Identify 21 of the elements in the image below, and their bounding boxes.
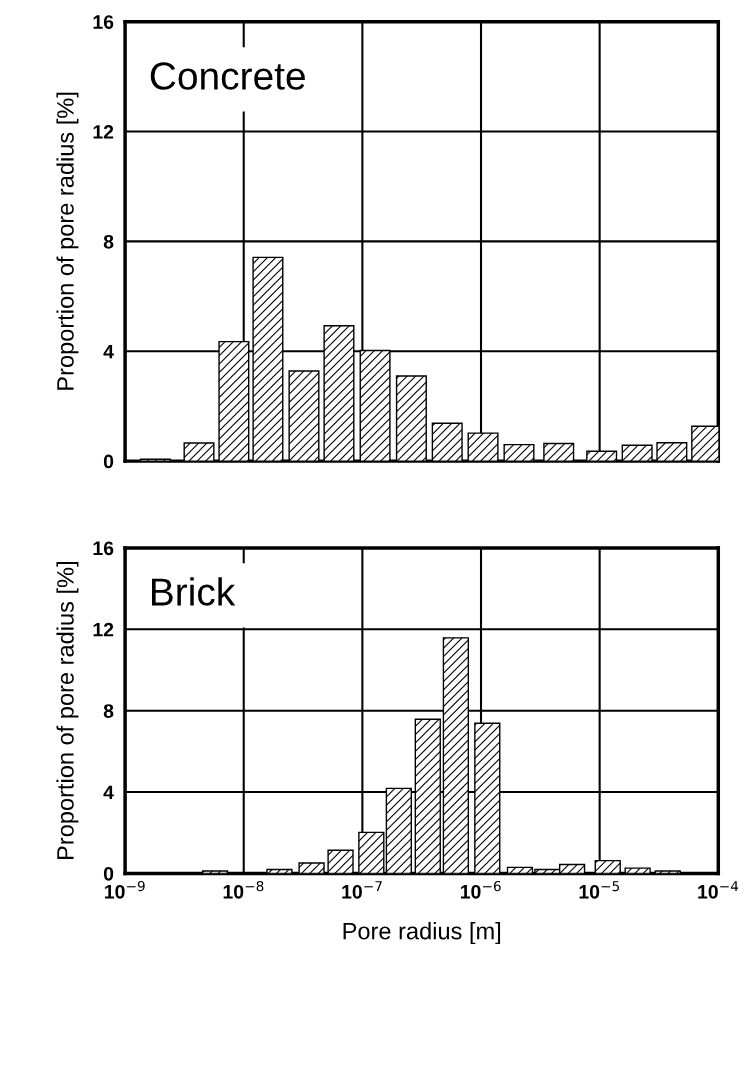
y-tick-label: 12: [93, 622, 114, 637]
y-tick-label: 8: [103, 704, 114, 718]
x-tick-label: 10$^{−9}$: [105, 880, 145, 899]
y-tick-label: 0: [103, 866, 114, 881]
y-tick-label: 0: [103, 454, 114, 469]
y-tick-label: 16: [93, 541, 114, 556]
y-axis-title: Proportion of pore radius [%]: [56, 562, 79, 859]
x-tick-label: 10$^{−8}$: [223, 880, 264, 899]
y-tick-label: 12: [93, 125, 114, 139]
y-tick-label: 16: [93, 15, 114, 29]
y-tick-label: 8: [103, 234, 114, 249]
x-axis-title: Pore radius [m]: [343, 922, 501, 945]
x-tick-label: 10$^{−7}$: [342, 881, 382, 899]
x-tick-label: 10$^{−4}$: [698, 881, 739, 899]
y-axis-title: Proportion of pore radius [%]: [56, 92, 79, 390]
text: Concrete: [150, 62, 305, 90]
x-tick-label: 10$^{−6}$: [460, 880, 501, 899]
text: Brick: [152, 577, 236, 606]
x-tick-label: 10$^{−5}$: [579, 881, 620, 899]
y-tick-label: 4: [103, 344, 114, 359]
y-tick-label: 4: [103, 785, 114, 800]
